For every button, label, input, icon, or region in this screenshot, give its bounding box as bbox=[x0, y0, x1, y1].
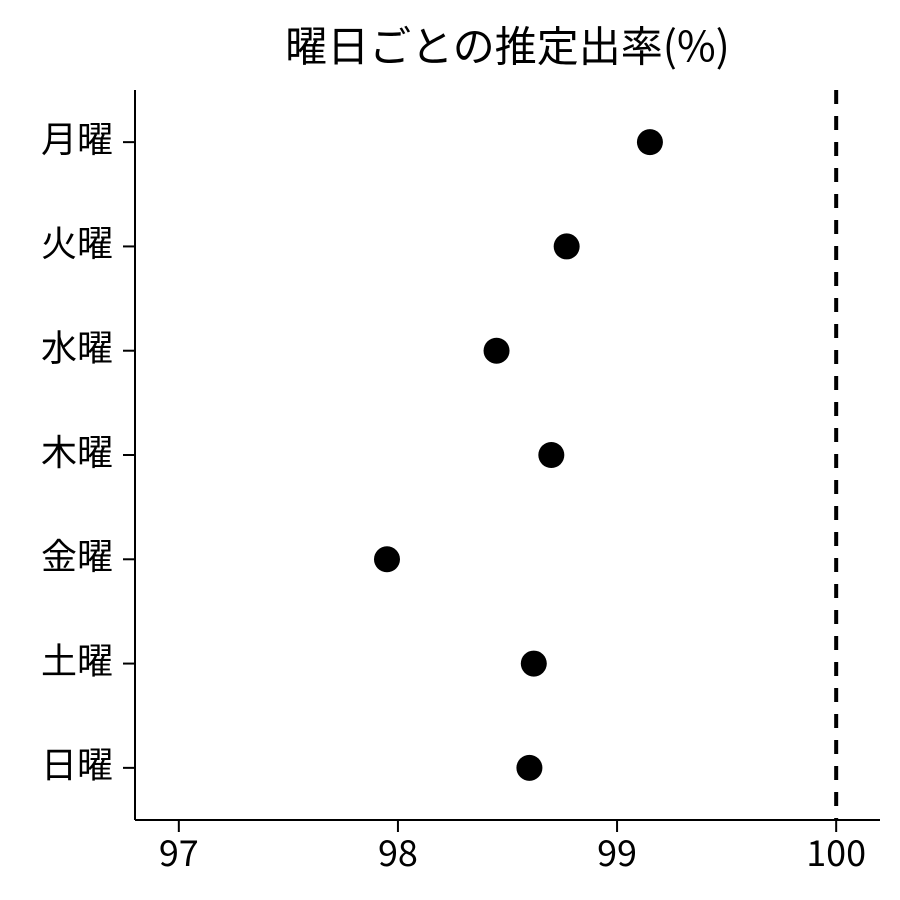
x-tick-label: 99 bbox=[597, 825, 637, 877]
y-tick-label: 金曜 bbox=[41, 528, 113, 580]
y-tick-label: 水曜 bbox=[41, 319, 113, 371]
y-tick-label: 日曜 bbox=[41, 737, 113, 789]
x-tick-label: 98 bbox=[378, 825, 418, 877]
data-point bbox=[538, 442, 564, 468]
chart-title: 曜日ごとの推定出率(%) bbox=[285, 13, 730, 74]
data-point bbox=[637, 129, 663, 155]
chart-container: 曜日ごとの推定出率(%) 97 98 99 100 月曜火曜水曜木曜金曜土曜日曜 bbox=[0, 0, 900, 900]
y-tick-label: 土曜 bbox=[41, 632, 113, 684]
data-point bbox=[554, 233, 580, 259]
x-tick-label: 100 bbox=[806, 825, 866, 877]
data-point bbox=[484, 338, 510, 364]
y-tick-label: 火曜 bbox=[41, 215, 113, 267]
data-point bbox=[374, 546, 400, 572]
data-point bbox=[521, 651, 547, 677]
x-tick-label: 97 bbox=[159, 825, 199, 877]
y-tick-label: 月曜 bbox=[41, 111, 113, 163]
data-point bbox=[516, 755, 542, 781]
chart-svg: 曜日ごとの推定出率(%) 97 98 99 100 月曜火曜水曜木曜金曜土曜日曜 bbox=[0, 0, 900, 900]
y-tick-label: 木曜 bbox=[41, 424, 113, 476]
